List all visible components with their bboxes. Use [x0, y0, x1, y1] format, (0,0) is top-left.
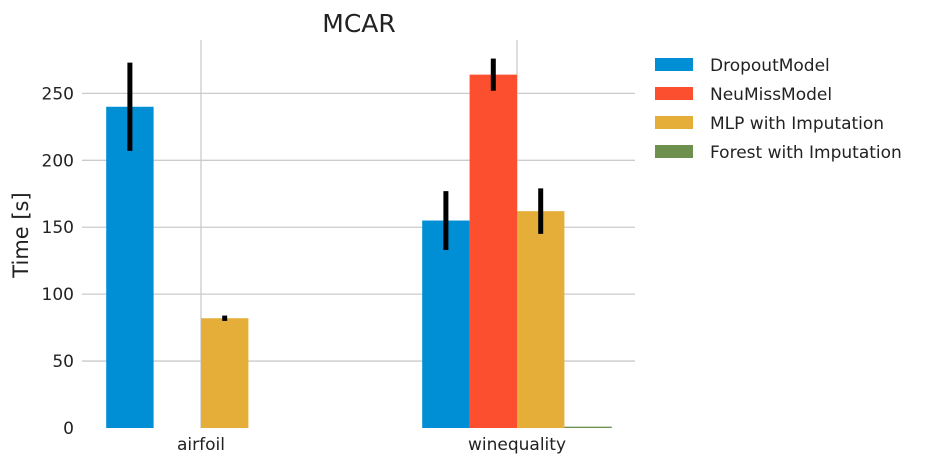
bar [422, 220, 470, 428]
legend-label: Forest with Imputation [710, 143, 902, 163]
bar [106, 106, 154, 428]
x-tick-label: winequality [468, 435, 566, 455]
bar [564, 426, 612, 428]
x-tick-label: airfoil [177, 435, 225, 455]
legend-label: NeuMissModel [710, 85, 832, 105]
y-tick-label: 250 [42, 84, 74, 104]
legend-swatch [655, 116, 693, 129]
x-tick-labels: airfoil winequality [177, 435, 566, 455]
legend-swatch [655, 145, 693, 158]
y-tick-label: 100 [42, 285, 74, 305]
legend-label: MLP with Imputation [710, 114, 884, 134]
bar [517, 211, 565, 428]
y-tick-label: 50 [52, 352, 74, 372]
y-axis-label: Time [s] [9, 192, 33, 278]
legend-swatch [655, 87, 693, 100]
y-tick-label: 200 [42, 151, 74, 171]
legend-swatch [655, 58, 693, 71]
error-bars [127, 58, 544, 321]
bar [469, 74, 517, 429]
bars [106, 74, 612, 429]
chart-title: MCAR [322, 9, 396, 38]
y-tick-label: 0 [63, 419, 74, 439]
bar [201, 318, 249, 428]
legend: DropoutModel NeuMissModel MLP with Imputat… [655, 56, 902, 163]
legend-label: DropoutModel [710, 56, 830, 76]
y-tick-labels: 0 50 100 150 200 250 [42, 84, 74, 439]
y-tick-label: 150 [42, 218, 74, 238]
